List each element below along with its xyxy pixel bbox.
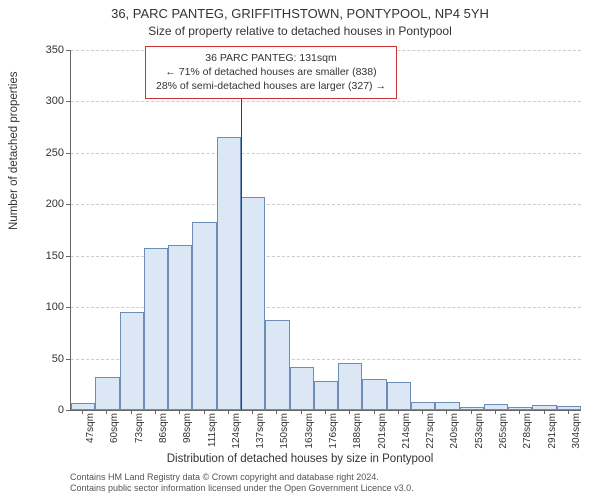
- x-tick: [106, 410, 107, 414]
- histogram-bar: [411, 402, 435, 410]
- x-tick-label: 253sqm: [474, 413, 485, 463]
- histogram-bar: [217, 137, 241, 410]
- footer-line2: Contains public sector information licen…: [70, 483, 414, 494]
- y-tick-label: 200: [34, 198, 64, 210]
- x-tick-label: 73sqm: [134, 413, 145, 463]
- x-tick: [276, 410, 277, 414]
- y-tick: [66, 50, 70, 51]
- x-tick-label: 278sqm: [522, 413, 533, 463]
- annotation-line2: ← 71% of detached houses are smaller (83…: [156, 65, 386, 79]
- plot-area: [70, 50, 581, 411]
- x-tick: [301, 410, 302, 414]
- x-tick: [519, 410, 520, 414]
- histogram-bar: [168, 245, 192, 410]
- y-tick-label: 300: [34, 95, 64, 107]
- histogram-bar: [241, 197, 265, 410]
- x-tick-label: 98sqm: [182, 413, 193, 463]
- x-tick-label: 137sqm: [255, 413, 266, 463]
- histogram-bar: [95, 377, 119, 410]
- x-tick-label: 60sqm: [109, 413, 120, 463]
- reference-line: [241, 50, 242, 410]
- x-tick: [544, 410, 545, 414]
- x-tick: [179, 410, 180, 414]
- histogram-bar: [435, 402, 459, 410]
- x-tick: [252, 410, 253, 414]
- x-tick: [422, 410, 423, 414]
- y-tick: [66, 204, 70, 205]
- x-tick-label: 47sqm: [85, 413, 96, 463]
- x-tick: [398, 410, 399, 414]
- y-tick-label: 250: [34, 147, 64, 159]
- histogram-bar: [460, 407, 484, 410]
- chart-title-sub: Size of property relative to detached ho…: [0, 24, 600, 38]
- x-tick: [131, 410, 132, 414]
- y-tick-label: 150: [34, 250, 64, 262]
- x-tick: [568, 410, 569, 414]
- x-tick: [82, 410, 83, 414]
- y-tick: [66, 410, 70, 411]
- x-tick-label: 188sqm: [352, 413, 363, 463]
- x-tick: [446, 410, 447, 414]
- annotation-line1: 36 PARC PANTEG: 131sqm: [156, 51, 386, 65]
- y-tick: [66, 359, 70, 360]
- histogram-bar: [144, 248, 168, 411]
- y-tick-label: 0: [34, 404, 64, 416]
- y-tick-label: 100: [34, 301, 64, 313]
- x-tick-label: 227sqm: [425, 413, 436, 463]
- x-tick-label: 163sqm: [304, 413, 315, 463]
- y-tick: [66, 307, 70, 308]
- histogram-bar: [290, 367, 314, 410]
- x-tick: [471, 410, 472, 414]
- x-tick-label: 150sqm: [279, 413, 290, 463]
- histogram-bar: [508, 407, 532, 410]
- x-tick-label: 291sqm: [547, 413, 558, 463]
- y-axis-label: Number of detached properties: [8, 71, 20, 230]
- y-tick-label: 50: [34, 353, 64, 365]
- x-tick: [204, 410, 205, 414]
- gridline: [71, 153, 581, 154]
- histogram-bar: [557, 406, 581, 410]
- x-tick-label: 86sqm: [158, 413, 169, 463]
- histogram-bar: [338, 363, 362, 410]
- x-tick-label: 214sqm: [401, 413, 412, 463]
- x-tick-label: 176sqm: [328, 413, 339, 463]
- x-tick-label: 265sqm: [498, 413, 509, 463]
- x-tick: [228, 410, 229, 414]
- histogram-bar: [314, 381, 338, 410]
- histogram-bar: [192, 222, 216, 410]
- x-tick-label: 240sqm: [449, 413, 460, 463]
- histogram-bar: [265, 320, 289, 411]
- x-tick: [495, 410, 496, 414]
- annotation-box: 36 PARC PANTEG: 131sqm ← 71% of detached…: [145, 46, 397, 99]
- chart-title-main: 36, PARC PANTEG, GRIFFITHSTOWN, PONTYPOO…: [0, 6, 600, 21]
- histogram-bar: [362, 379, 386, 410]
- x-tick: [349, 410, 350, 414]
- y-tick-label: 350: [34, 44, 64, 56]
- y-tick: [66, 256, 70, 257]
- histogram-bar: [387, 382, 411, 410]
- histogram-bar: [532, 405, 556, 410]
- x-tick-label: 304sqm: [571, 413, 582, 463]
- gridline: [71, 101, 581, 102]
- x-tick: [155, 410, 156, 414]
- x-tick-label: 111sqm: [207, 413, 218, 463]
- gridline: [71, 204, 581, 205]
- footer-line1: Contains HM Land Registry data © Crown c…: [70, 472, 414, 483]
- y-tick: [66, 153, 70, 154]
- y-tick: [66, 101, 70, 102]
- histogram-bar: [120, 312, 144, 410]
- footer-attribution: Contains HM Land Registry data © Crown c…: [70, 472, 414, 495]
- histogram-bar: [71, 403, 95, 410]
- x-tick: [325, 410, 326, 414]
- x-tick-label: 124sqm: [231, 413, 242, 463]
- x-tick-label: 201sqm: [377, 413, 388, 463]
- annotation-line3: 28% of semi-detached houses are larger (…: [156, 79, 386, 93]
- x-tick: [374, 410, 375, 414]
